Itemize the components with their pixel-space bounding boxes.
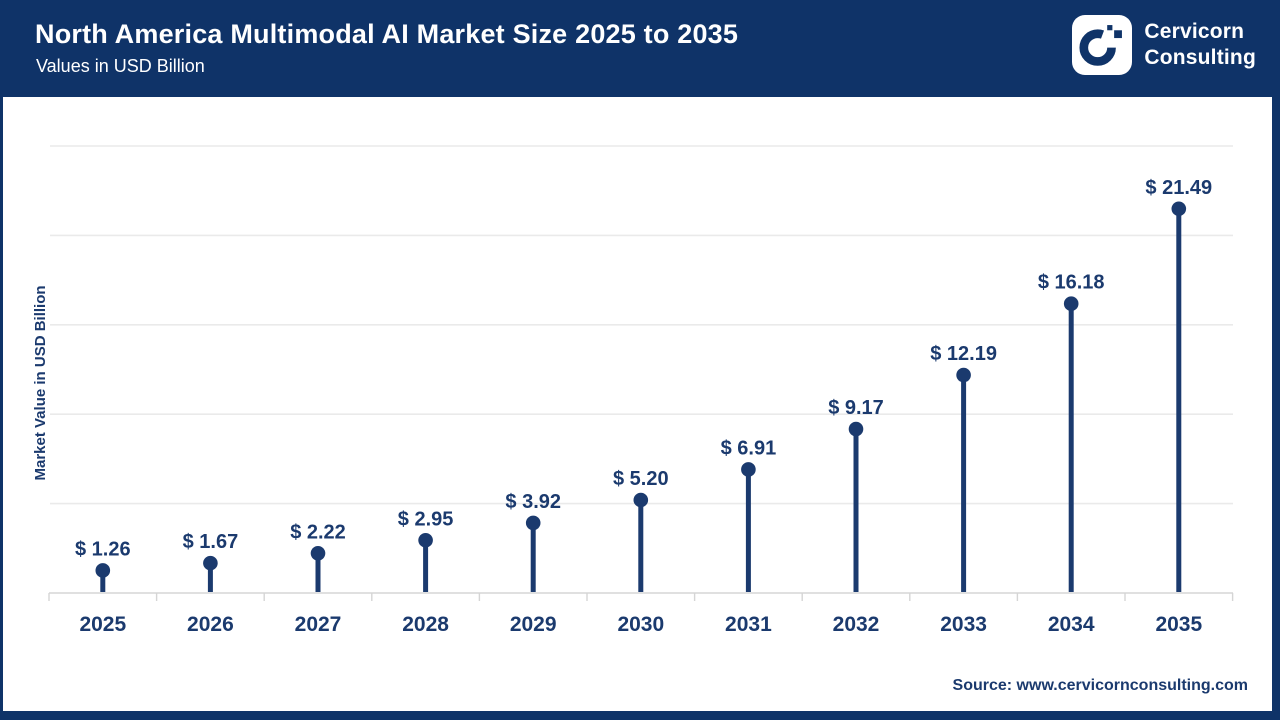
lollipop-dot [418, 532, 433, 548]
logo-text-line2: Consulting [1144, 46, 1256, 69]
lollipop-dot [848, 421, 864, 437]
y-axis-title: Market Value in USD Billion [32, 285, 49, 480]
chart-subtitle: Values in USD Billion [36, 56, 205, 76]
x-tick-label: 2027 [295, 613, 342, 636]
lollipop-dot [741, 462, 756, 477]
x-tick-label: 2035 [1155, 613, 1202, 636]
x-tick-label: 2034 [1048, 613, 1095, 636]
x-tick-label: 2029 [510, 613, 557, 636]
value-label: $ 9.17 [828, 397, 884, 419]
x-tick-label: 2028 [402, 613, 449, 636]
value-label: $ 5.20 [613, 468, 669, 490]
logo-text: Cervicorn Consulting [1144, 19, 1256, 71]
lollipop-dot [1063, 296, 1079, 312]
value-label: $ 2.95 [398, 508, 454, 530]
value-label: $ 12.19 [930, 343, 997, 365]
lollipop-dot [95, 563, 111, 578]
x-tick-label: 2033 [940, 613, 987, 636]
logo-c-mark-icon [1079, 25, 1123, 66]
value-label: $ 1.67 [183, 531, 239, 553]
lollipop-dot [956, 367, 971, 383]
x-tick-label: 2032 [833, 613, 880, 636]
source-text: Source: www.cervicornconsulting.com [952, 677, 1248, 694]
company-logo: Cervicorn Consulting [1072, 15, 1256, 75]
logo-text-line1: Cervicorn [1144, 20, 1245, 43]
lollipop-dot [633, 492, 649, 508]
x-tick-label: 2031 [725, 613, 772, 636]
value-label: $ 2.22 [290, 521, 346, 543]
bottom-bar [0, 711, 1280, 720]
value-label: $ 21.49 [1145, 177, 1212, 199]
value-label: $ 16.18 [1038, 272, 1105, 294]
chart-title: North America Multimodal AI Market Size … [35, 19, 739, 49]
lollipop-dot [203, 555, 218, 571]
logo-badge [1072, 15, 1133, 75]
lollipop-dot [525, 515, 541, 531]
value-label: $ 3.92 [505, 491, 561, 513]
x-tick-label: 2025 [79, 613, 126, 636]
lollipop-dot [310, 546, 326, 561]
header-banner: North America Multimodal AI Market Size … [0, 0, 1280, 97]
right-border [1272, 0, 1280, 720]
x-tick-label: 2026 [187, 613, 234, 636]
lollipop-dot [1171, 201, 1187, 217]
x-tick-label: 2030 [617, 613, 664, 636]
left-border [0, 0, 3, 720]
value-label: $ 1.26 [75, 538, 131, 560]
value-label: $ 6.91 [721, 437, 777, 459]
